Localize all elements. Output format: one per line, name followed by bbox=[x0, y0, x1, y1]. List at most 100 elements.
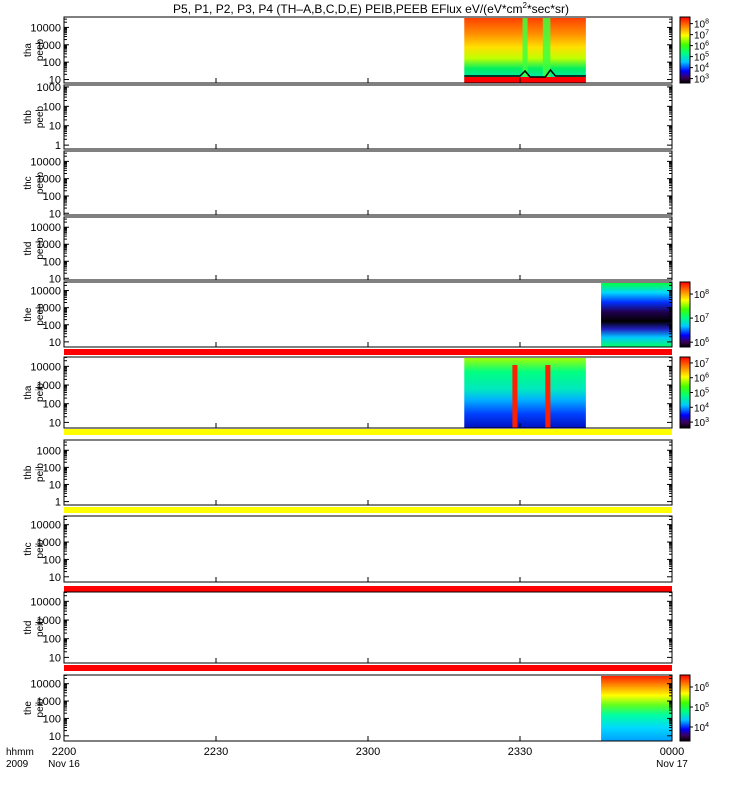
y-tick-label: 1000 bbox=[37, 615, 61, 627]
y-axis-label-product: peib bbox=[35, 463, 46, 482]
y-tick-label: 1000 bbox=[37, 380, 61, 392]
colorbar-label-base: 10 bbox=[694, 53, 706, 64]
spectrogram-lowenergy-band bbox=[464, 77, 586, 83]
colorbar-label-base: 10 bbox=[694, 683, 706, 694]
panel-thb-peeb: 1000 100 10 1 thb peeb bbox=[23, 82, 673, 152]
colorbar-label-base: 10 bbox=[694, 389, 706, 400]
colorbar-label: 105 bbox=[694, 52, 709, 64]
y-tick-label: 100 bbox=[43, 713, 61, 725]
y-tick-label: 100 bbox=[43, 462, 61, 474]
x-tick-label: 0000 bbox=[660, 746, 684, 758]
y-axis-label-probe: thd bbox=[23, 621, 34, 635]
ion-spike-1 bbox=[545, 365, 551, 428]
y-axis-label-probe: the bbox=[23, 307, 34, 321]
colorbar-label: 104 bbox=[694, 63, 709, 75]
y-tick-label: 100 bbox=[43, 554, 61, 566]
colorbar-label-exponent: 4 bbox=[705, 402, 709, 409]
title-superscript: 2 bbox=[523, 1, 528, 10]
y-axis-label-probe: tha bbox=[23, 43, 34, 57]
y-tick-label: 1000 bbox=[37, 445, 61, 457]
title-text: P5, P1, P2, P3, P4 (TH–A,B,C,D,E) PEIB,P… bbox=[173, 2, 522, 16]
spectrogram-data bbox=[464, 358, 586, 428]
y-axis-label-product: peeb bbox=[35, 237, 46, 260]
colorbar-label: 105 bbox=[694, 388, 709, 400]
colorbar-label: 106 bbox=[694, 682, 709, 694]
colorbar-label-exponent: 5 bbox=[705, 52, 709, 59]
y-tick-label: 100 bbox=[43, 399, 61, 411]
separator-bar bbox=[64, 665, 672, 671]
y-axis-label-probe: the bbox=[23, 701, 34, 715]
panel-thd-peeb: 10000 1000 100 10 thd peeb bbox=[23, 216, 673, 285]
x-tick-label: 2230 bbox=[204, 746, 228, 758]
ion-spike-0 bbox=[512, 365, 518, 428]
x-tick-sublabel: Nov 17 bbox=[656, 759, 688, 770]
y-tick-label: 10000 bbox=[30, 22, 61, 34]
colorbar-label: 104 bbox=[694, 402, 709, 414]
panel-frame bbox=[63, 150, 673, 216]
colorbar-label-base: 10 bbox=[694, 20, 706, 31]
colorbar-label-base: 10 bbox=[694, 314, 706, 325]
y-tick-label: 10000 bbox=[30, 520, 61, 532]
y-tick-label: 10 bbox=[49, 75, 61, 87]
panel-frame bbox=[63, 515, 673, 583]
y-tick-label: 1 bbox=[55, 140, 61, 152]
y-axis-label-product: peib bbox=[35, 618, 46, 637]
colorbar-label-exponent: 8 bbox=[705, 19, 709, 26]
colorbar-label-base: 10 bbox=[694, 64, 706, 75]
panel-frame bbox=[63, 281, 673, 348]
y-tick-label: 10000 bbox=[30, 596, 61, 608]
y-tick-label: 10 bbox=[49, 337, 61, 349]
colorbar-label: 106 bbox=[694, 337, 709, 349]
colorbar-label: 108 bbox=[694, 289, 709, 301]
colorbar-label-exponent: 6 bbox=[705, 337, 709, 344]
colorbar-label-exponent: 8 bbox=[705, 289, 709, 296]
panel-thb-peib: 1000 100 10 1 thb peib bbox=[23, 439, 673, 513]
x-tick-sublabel: Nov 16 bbox=[48, 759, 80, 770]
y-axis-label-product: peeb bbox=[35, 105, 46, 128]
figure-title: P5, P1, P2, P3, P4 (TH–A,B,C,D,E) PEIB,P… bbox=[173, 1, 569, 16]
y-axis-label-probe: tha bbox=[23, 385, 34, 399]
separator-bar bbox=[64, 429, 672, 435]
colorbar-label: 103 bbox=[694, 417, 709, 429]
y-tick-label: 1000 bbox=[37, 303, 61, 315]
colorbar bbox=[679, 674, 691, 742]
y-tick-label: 10 bbox=[49, 417, 61, 429]
colorbar-label-base: 10 bbox=[694, 418, 706, 429]
y-tick-label: 1000 bbox=[37, 239, 61, 251]
y-tick-label: 1000 bbox=[37, 696, 61, 708]
y-tick-label: 10 bbox=[49, 572, 61, 584]
panel-frame bbox=[63, 216, 673, 281]
y-axis-label-product: peeb bbox=[35, 171, 46, 194]
y-tick-label: 1000 bbox=[37, 82, 61, 94]
colorbar-label-base: 10 bbox=[694, 31, 706, 42]
panel-thc-peeb: 10000 1000 100 10 thc peeb bbox=[23, 150, 673, 220]
spectrogram-dropout-0 bbox=[522, 18, 528, 83]
colorbar-label-exponent: 6 bbox=[705, 373, 709, 380]
x-tick-label: 2330 bbox=[508, 746, 532, 758]
y-tick-label: 100 bbox=[43, 634, 61, 646]
y-tick-label: 10 bbox=[49, 731, 61, 743]
colorbar-label: 104 bbox=[694, 722, 709, 734]
y-tick-label: 10000 bbox=[30, 679, 61, 691]
colorbar-label-exponent: 3 bbox=[705, 74, 709, 81]
colorbar-label-base: 10 bbox=[694, 338, 706, 349]
colorbar bbox=[679, 356, 691, 429]
colorbar-label-exponent: 3 bbox=[705, 417, 709, 424]
y-axis-label-probe: thd bbox=[23, 242, 34, 256]
y-tick-label: 10 bbox=[49, 121, 61, 133]
colorbar-label-exponent: 4 bbox=[705, 722, 709, 729]
colorbar-label-exponent: 6 bbox=[705, 41, 709, 48]
spectrogram-data bbox=[601, 676, 672, 741]
y-axis-label-product: peib bbox=[35, 383, 46, 402]
colorbar-label-base: 10 bbox=[694, 75, 706, 86]
spectrogram-dropout-1 bbox=[542, 18, 551, 83]
separator-bar bbox=[64, 586, 672, 592]
y-tick-label: 1000 bbox=[37, 174, 61, 186]
y-tick-label: 100 bbox=[43, 256, 61, 268]
panel-thd-peib: 10000 1000 100 10 thd peib bbox=[23, 591, 673, 671]
